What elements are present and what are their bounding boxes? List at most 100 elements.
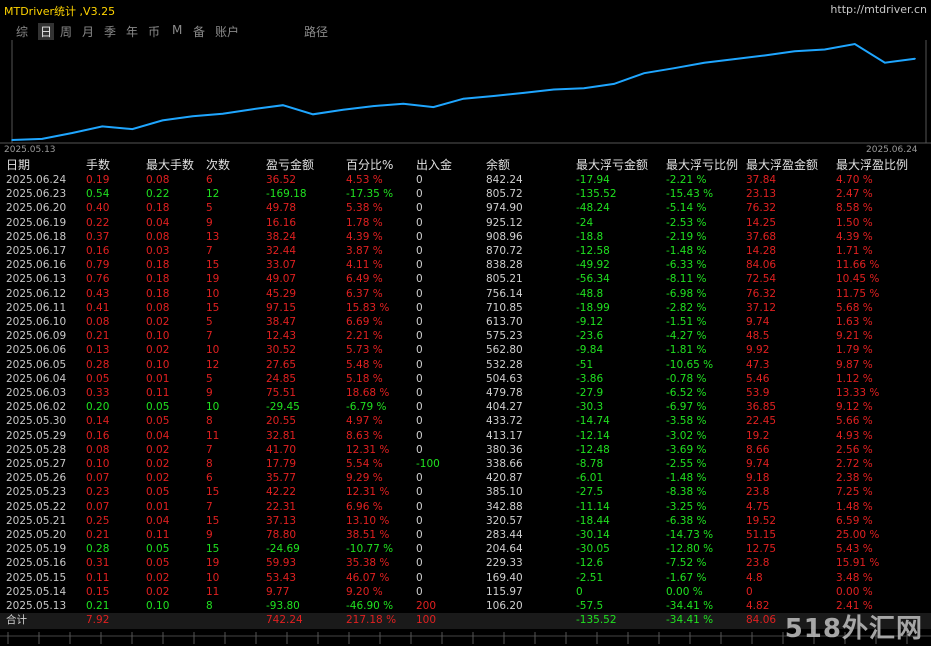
- cell-col-1: 0.10: [86, 458, 110, 470]
- cell-col-0: 2025.05.26: [6, 472, 67, 485]
- cell-col-2: 0.02: [146, 344, 170, 357]
- table-row: 2025.05.23 0.23 0.05 15 42.22 12.31 % 0 385.10 -…: [0, 485, 931, 499]
- cell-col-6: -100: [416, 458, 440, 470]
- cell-col-6: 0: [416, 486, 423, 499]
- cell-col-1: 手数: [86, 158, 111, 172]
- tab-8[interactable]: 备: [193, 25, 206, 39]
- table-row: 2025.05.22 0.07 0.01 7 22.31 6.96 % 0 342.88 -11…: [0, 500, 931, 514]
- cell-col-8: -30.14: [576, 529, 610, 541]
- cell-col-6: 0: [416, 230, 423, 243]
- cell-col-8: -12.14: [576, 429, 610, 442]
- cell-col-11: 1.12 %: [836, 372, 873, 385]
- cell-col-9: -15.43 %: [666, 188, 714, 201]
- cell-col-6: 出入金: [416, 158, 453, 172]
- cell-col-6: 0: [416, 543, 423, 556]
- cell-col-0: 2025.06.20: [6, 202, 67, 215]
- cell-col-11: 5.43 %: [836, 543, 873, 556]
- cell-col-5: 15.83 %: [346, 301, 390, 314]
- table-row: 2025.06.12 0.43 0.18 10 45.29 6.37 % 0 756.14 -4…: [0, 287, 931, 301]
- cell-col-9: 最大浮亏比例: [666, 158, 739, 172]
- cell-col-7: 106.20: [486, 600, 523, 612]
- cell-col-2: 0.18: [146, 287, 170, 300]
- cell-col-0: 日期: [6, 158, 31, 172]
- tab-7[interactable]: M: [172, 23, 183, 37]
- cell-col-8: -56.34: [576, 273, 610, 286]
- tab-1[interactable]: 日: [38, 23, 55, 40]
- cell-col-9: -3.02 %: [666, 429, 707, 442]
- cell-col-4: 9.77: [266, 585, 290, 598]
- cell-col-4: 27.65: [266, 358, 297, 371]
- balance-point-20: [613, 83, 615, 85]
- cell-col-11: 2.38 %: [836, 472, 873, 485]
- x-start-label: 2025.05.13: [4, 145, 56, 155]
- cell-col-11: 25.00 %: [836, 529, 880, 541]
- cell-col-3: 10: [206, 287, 220, 300]
- table-row: 2025.05.19 0.28 0.05 15 -24.69 -10.77 % 0 204.6…: [0, 542, 931, 556]
- site-url-link[interactable]: http://mtdriver.cn: [830, 3, 927, 16]
- balance-line-chart: 2025.05.13 2025.06.24: [0, 40, 931, 155]
- cell-col-3: 9: [206, 216, 213, 229]
- tab-5[interactable]: 年: [126, 25, 139, 39]
- cell-col-0: 2025.06.12: [6, 287, 67, 300]
- cell-col-5: 9.29 %: [346, 472, 383, 485]
- cell-col-8: -49.92: [576, 259, 610, 272]
- cell-col-1: 0.21: [86, 600, 110, 612]
- cell-col-2: 0.10: [146, 330, 170, 343]
- balance-point-14: [432, 106, 435, 108]
- cell-col-11: 1.79 %: [836, 344, 873, 357]
- cell-col-10: 4.75: [746, 500, 770, 513]
- balance-series-line: [11, 42, 916, 141]
- balance-point-9: [282, 104, 284, 107]
- tab-2[interactable]: 周: [60, 25, 73, 39]
- tab-10[interactable]: 路径: [304, 25, 329, 39]
- cell-col-6: 0: [416, 273, 423, 286]
- cell-col-1: 0.31: [86, 557, 110, 570]
- cell-col-6: 0: [416, 202, 423, 215]
- cell-col-6: 0: [416, 259, 423, 272]
- cell-col-0: 2025.05.30: [6, 415, 67, 428]
- cell-col-9: -10.65 %: [666, 358, 714, 371]
- cell-col-2: 0.05: [146, 415, 170, 428]
- cell-col-2: 0.11: [146, 387, 170, 399]
- cell-col-4: 30.52: [266, 344, 297, 357]
- cell-col-11: 1.50 %: [836, 216, 873, 229]
- cell-col-1: 0.23: [86, 486, 110, 499]
- cell-col-6: 100: [416, 614, 437, 627]
- tab-0[interactable]: 综: [16, 25, 29, 39]
- cell-col-0: 2025.05.22: [6, 500, 67, 513]
- cell-col-11: 4.70 %: [836, 174, 873, 186]
- tab-3[interactable]: 月: [82, 25, 95, 39]
- cell-col-11: 2.47 %: [836, 188, 873, 201]
- cell-col-3: 8: [206, 415, 213, 428]
- cell-col-0: 2025.06.23: [6, 188, 67, 201]
- cell-col-11: 11.66 %: [836, 259, 880, 272]
- cell-col-9: -1.48 %: [666, 245, 707, 257]
- table-row: 2025.05.21 0.25 0.04 15 37.13 13.10 % 0 320.57 -…: [0, 514, 931, 528]
- cell-col-0: 2025.06.16: [6, 259, 67, 272]
- cell-col-5: 4.39 %: [346, 230, 383, 243]
- cell-col-7: 204.64: [486, 543, 523, 556]
- cell-col-1: 7.92: [86, 614, 110, 627]
- tab-9[interactable]: 账户: [215, 25, 240, 39]
- cell-col-0: 2025.05.13: [6, 600, 67, 612]
- tab-6[interactable]: 币: [148, 25, 161, 39]
- cell-col-2: 0.18: [146, 259, 170, 272]
- cell-col-11: 15.91 %: [836, 557, 880, 570]
- table-header-row: 日期 手数 最大手数 次数 盈亏金额 百分比% 出入金 余额 最大浮亏金额 最大浮亏比例 最大浮盈金…: [0, 157, 931, 173]
- cell-col-5: 217.18 %: [346, 614, 397, 627]
- cell-col-5: 18.68 %: [346, 387, 390, 399]
- cell-col-6: 0: [416, 287, 423, 300]
- cell-col-7: 115.97: [486, 585, 523, 598]
- cell-col-1: 0.79: [86, 259, 110, 272]
- tab-4[interactable]: 季: [104, 25, 117, 39]
- cell-col-10: 9.74: [746, 316, 770, 328]
- cell-col-1: 0.21: [86, 529, 110, 541]
- balance-point-26: [793, 50, 796, 53]
- cell-col-11: 9.21 %: [836, 330, 873, 343]
- cell-col-11: 6.59 %: [836, 514, 873, 527]
- cell-col-10: 23.8: [746, 557, 770, 570]
- cell-col-11: 13.33 %: [836, 387, 880, 399]
- cell-col-4: 33.07: [266, 259, 297, 272]
- balance-point-19: [583, 87, 585, 89]
- table-row: 2025.06.13 0.76 0.18 19 49.07 6.49 % 0 805.21 -5…: [0, 272, 931, 286]
